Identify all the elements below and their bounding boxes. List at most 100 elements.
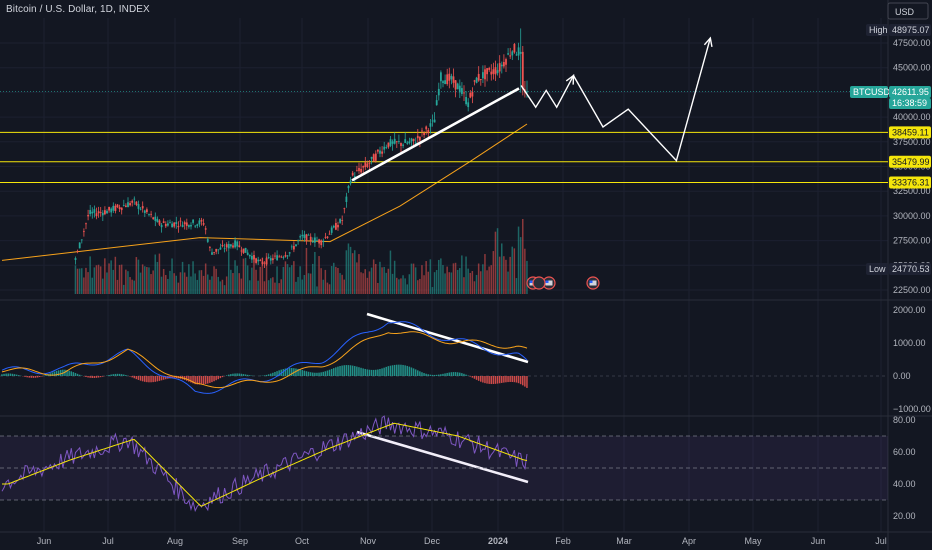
candle-body: [118, 207, 121, 209]
macd-histogram-bar: [284, 368, 287, 376]
macd-histogram-bar: [240, 373, 243, 376]
level-price-badge-text: 33376.31: [892, 178, 930, 188]
macd-histogram-bar: [246, 374, 249, 376]
volume-bar: [83, 277, 85, 294]
candle-body: [116, 204, 119, 208]
candle-body: [217, 249, 220, 251]
candle-body: [93, 209, 96, 213]
macd-histogram-bar: [276, 371, 278, 376]
candle-body: [223, 248, 226, 250]
macd-histogram-bar: [108, 375, 110, 376]
candle-body: [137, 204, 140, 209]
volume-bar: [102, 278, 104, 294]
macd-tick-label: 0.00: [893, 371, 911, 381]
candle-body: [127, 202, 129, 208]
candle-body: [398, 141, 400, 142]
volume-bar: [354, 250, 356, 294]
candle-body: [500, 64, 503, 67]
macd-histogram-bar: [102, 376, 104, 377]
candle-body: [97, 211, 100, 214]
volume-bar: [398, 279, 400, 294]
volume-bar: [207, 274, 209, 294]
volume-bar: [301, 279, 303, 294]
candle-body: [444, 80, 446, 85]
volume-bar: [490, 265, 492, 294]
macd-histogram-bar: [274, 371, 276, 376]
macd-histogram-bar: [110, 374, 112, 376]
macd-histogram-bar: [379, 368, 381, 376]
macd-histogram-bar: [412, 368, 415, 376]
time-tick-label: Oct: [295, 536, 310, 546]
candle-body: [368, 163, 371, 164]
candle-body: [219, 247, 222, 250]
candle-body: [255, 258, 257, 263]
volume-bar: [383, 266, 385, 294]
candle-body: [448, 73, 451, 81]
volume-bar: [414, 267, 417, 294]
candle-body: [288, 252, 291, 254]
macd-histogram-bar: [55, 370, 58, 376]
time-tick-label: Nov: [360, 536, 377, 546]
macd-histogram-bar: [450, 372, 453, 376]
volume-bar: [99, 266, 102, 294]
volume-bar: [480, 271, 482, 294]
macd-histogram-bar: [99, 376, 102, 378]
volume-bar: [406, 284, 408, 294]
macd-histogram-bar: [305, 371, 308, 376]
macd-histogram-bar: [448, 372, 450, 376]
candle-body: [154, 216, 157, 221]
candle-body: [507, 53, 509, 55]
volume-bar: [131, 279, 133, 294]
volume-bar: [486, 270, 488, 294]
volume-bar: [454, 262, 457, 294]
volume-bar: [459, 268, 461, 294]
macd-histogram-bar: [1, 374, 3, 376]
candle-body: [169, 222, 171, 224]
volume-bar: [463, 277, 465, 294]
volume-bar: [448, 272, 450, 294]
time-tick-label: Dec: [424, 536, 441, 546]
candle-body: [299, 236, 302, 238]
macd-histogram-bar: [263, 375, 266, 376]
price-tick-label: 40000.00: [893, 112, 931, 122]
candle-body: [108, 206, 110, 211]
candle-body: [257, 259, 260, 262]
macd-histogram-bar: [433, 374, 436, 376]
macd-histogram-bar: [299, 369, 301, 376]
macd-histogram-bar: [74, 372, 77, 376]
macd-histogram-bar: [242, 374, 245, 376]
macd-histogram-bar: [154, 376, 156, 382]
volume-bar: [309, 273, 312, 294]
candle-body: [410, 138, 413, 142]
candle-body: [284, 255, 287, 257]
macd-histogram-bar: [24, 376, 26, 377]
macd-line: [1, 321, 528, 394]
macd-histogram-bar: [192, 376, 194, 384]
candle-body: [253, 255, 255, 260]
candle-body: [366, 163, 369, 167]
candle-body: [465, 96, 467, 105]
time-tick-label: Jun: [811, 536, 826, 546]
volume-bar: [116, 279, 119, 294]
low-label-badge: Low: [866, 263, 888, 275]
macd-histogram-bar: [463, 373, 465, 376]
candle-body: [185, 222, 188, 226]
volume-bar: [123, 284, 125, 294]
candle-body: [431, 120, 434, 122]
macd-signal-line: [1, 331, 528, 389]
high-value-badge: 48975.07: [889, 24, 931, 36]
candle-body: [490, 71, 493, 75]
volume-bar: [326, 282, 329, 294]
volume-bar: [320, 268, 322, 294]
macd-histogram-bar: [133, 376, 135, 379]
volume-bar: [190, 276, 192, 294]
candle-body: [99, 212, 102, 213]
volume-bar: [442, 265, 444, 294]
price-tick-label: 45000.00: [893, 63, 931, 73]
macd-histogram-bar: [356, 366, 358, 376]
macd-histogram-bar: [494, 376, 497, 384]
candle-body: [183, 222, 186, 225]
macd-histogram-bar: [221, 376, 224, 378]
volume-bar: [213, 266, 215, 294]
